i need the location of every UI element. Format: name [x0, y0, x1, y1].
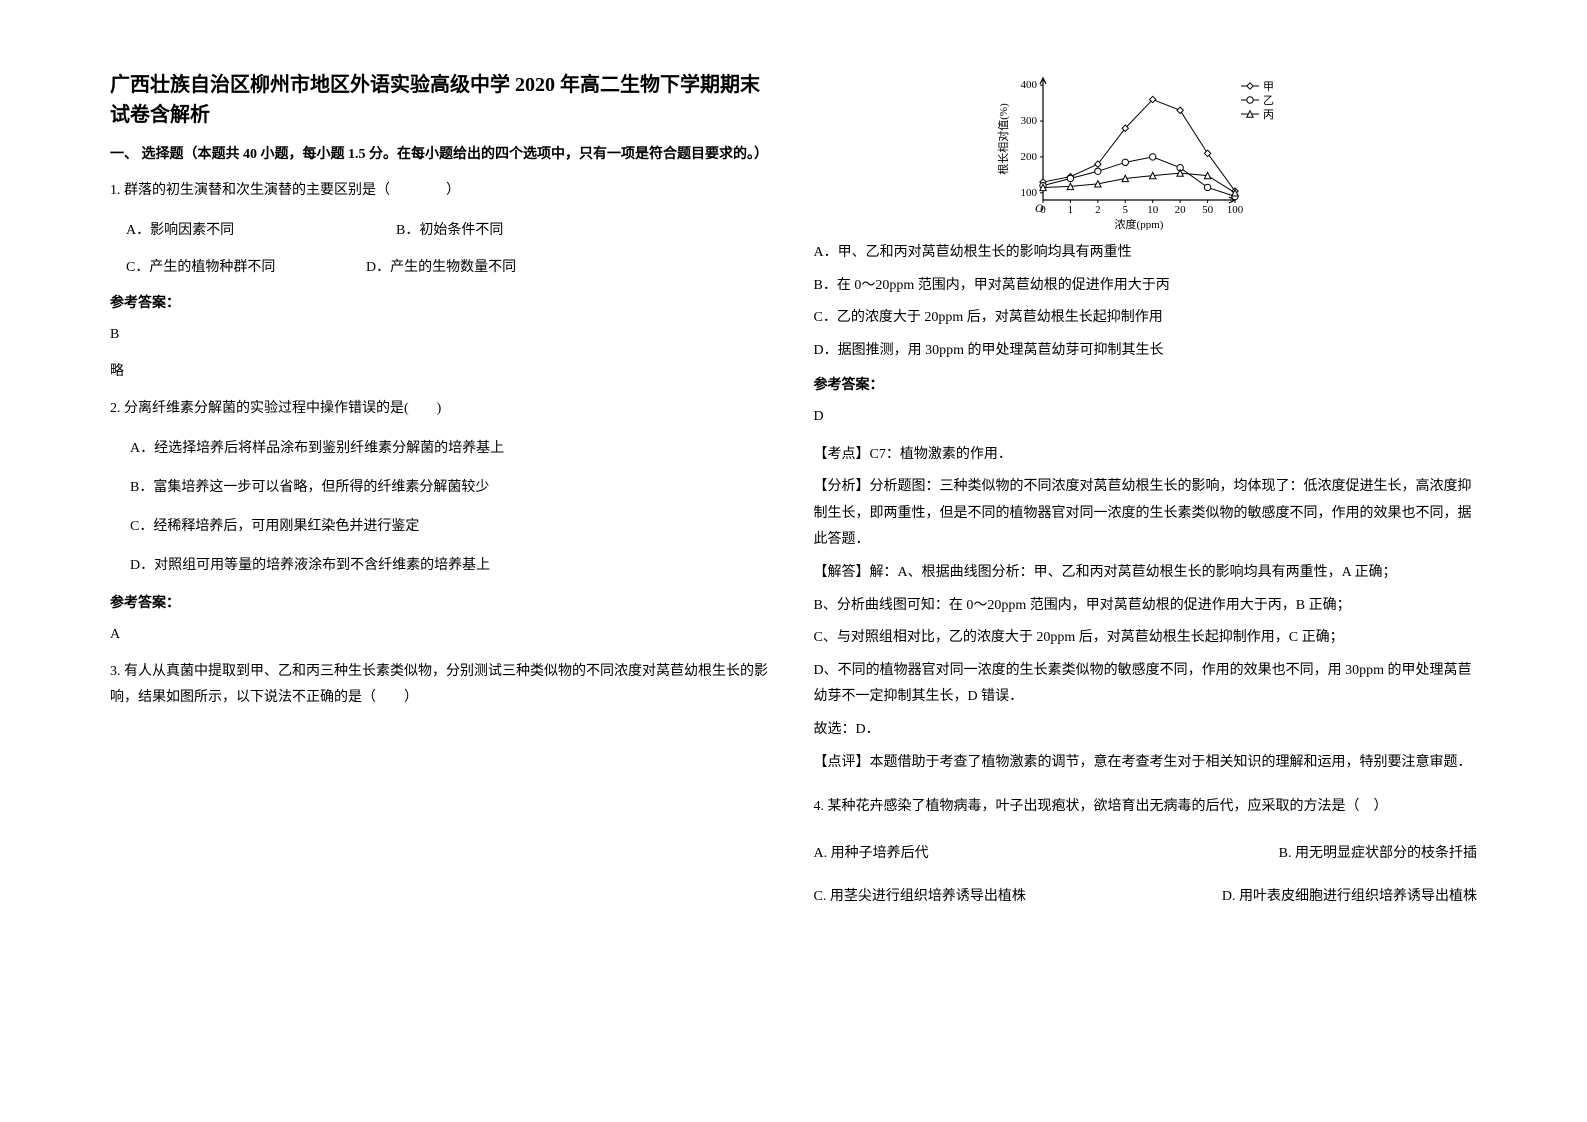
q3-kaodian: 【考点】C7：植物激素的作用．	[814, 442, 1478, 469]
right-column: 1002003004000125102050100根长相对值(%)浓度(ppm)…	[794, 70, 1498, 1092]
q1-option-a: A．影响因素不同	[126, 218, 356, 243]
q3-option-b: B．在 0～20ppm 范围内，甲对莴苣幼根的促进作用大于丙	[814, 273, 1478, 300]
q4-options-row1: A. 用种子培养后代 B. 用无明显症状部分的枝条扦插	[814, 841, 1478, 866]
q1-options-row1: A．影响因素不同 B．初始条件不同	[110, 218, 774, 243]
q2-stem: 2. 分离纤维素分解菌的实验过程中操作错误的是( )	[110, 396, 774, 421]
q2-option-d: D．对照组可用等量的培养液涂布到不含纤维素的培养基上	[110, 553, 774, 578]
svg-text:O: O	[1035, 201, 1044, 215]
q1-options-row2: C．产生的植物种群不同 D．产生的生物数量不同	[110, 255, 774, 280]
svg-text:20: 20	[1175, 204, 1187, 216]
svg-text:丙: 丙	[1263, 109, 1274, 121]
svg-text:乙: 乙	[1263, 94, 1274, 107]
svg-text:根长相对值(%): 根长相对值(%)	[996, 103, 1010, 175]
left-column: 广西壮族自治区柳州市地区外语实验高级中学 2020 年高二生物下学期期末试卷含解…	[90, 70, 794, 1092]
q2-answer-label: 参考答案：	[110, 592, 774, 612]
q3-chart: 1002003004000125102050100根长相对值(%)浓度(ppm)…	[995, 70, 1295, 230]
svg-text:200: 200	[1021, 151, 1038, 163]
svg-text:300: 300	[1021, 115, 1038, 127]
svg-text:100: 100	[1227, 204, 1244, 216]
q3-answer-label: 参考答案：	[814, 374, 1478, 394]
svg-text:400: 400	[1021, 79, 1038, 91]
q4-option-d: D. 用叶表皮细胞进行组织培养诱导出植株	[1222, 884, 1477, 909]
q3-stem: 3. 有人从真菌中提取到甲、乙和丙三种生长素类似物，分别测试三种类似物的不同浓度…	[110, 659, 774, 709]
q2-option-c: C．经稀释培养后，可用刚果红染色并进行鉴定	[110, 514, 774, 539]
section-1-label: 一、 选择题（本题共 40 小题，每小题 1.5 分。在每小题给出的四个选项中，…	[110, 144, 774, 166]
svg-text:50: 50	[1202, 204, 1214, 216]
q3-jieda-d: D、不同的植物器官对同一浓度的生长素类似物的敏感度不同，作用的效果也不同，用 3…	[814, 658, 1478, 711]
q1-answer: B	[110, 322, 774, 347]
q2-answer: A	[110, 622, 774, 647]
q3-answer: D	[814, 404, 1478, 429]
q3-fenxi: 【分析】分析题图：三种类似物的不同浓度对莴苣幼根生长的影响，均体现了：低浓度促进…	[814, 474, 1478, 554]
q2-option-a: A．经选择培养后将样品涂布到鉴别纤维素分解菌的培养基上	[110, 436, 774, 461]
svg-text:2: 2	[1095, 204, 1101, 216]
q3-option-a: A．甲、乙和丙对莴苣幼根生长的影响均具有两重性	[814, 240, 1478, 267]
q3-dianping: 【点评】本题借助于考查了植物激素的调节，意在考查考生对于相关知识的理解和运用，特…	[814, 750, 1478, 777]
q1-option-d: D．产生的生物数量不同	[366, 255, 516, 280]
svg-text:100: 100	[1021, 187, 1038, 199]
q1-option-c: C．产生的植物种群不同	[126, 255, 326, 280]
q3-guxuan: 故选：D．	[814, 717, 1478, 744]
q1-option-b: B．初始条件不同	[396, 218, 503, 243]
svg-text:浓度(ppm): 浓度(ppm)	[1115, 217, 1164, 230]
exam-title: 广西壮族自治区柳州市地区外语实验高级中学 2020 年高二生物下学期期末试卷含解…	[110, 70, 774, 130]
q3-jieda-b: B、分析曲线图可知：在 0～20ppm 范围内，甲对莴苣幼根的促进作用大于丙，B…	[814, 593, 1478, 620]
svg-text:5: 5	[1123, 204, 1129, 216]
q4-stem: 4. 某种花卉感染了植物病毒，叶子出现疱状，欲培育出无病毒的后代，应采取的方法是…	[814, 794, 1478, 819]
svg-text:1: 1	[1068, 204, 1074, 216]
q3-option-d: D．据图推测，用 30ppm 的甲处理莴苣幼芽可抑制其生长	[814, 338, 1478, 365]
q4-option-a: A. 用种子培养后代	[814, 841, 929, 866]
q3-option-c: C．乙的浓度大于 20ppm 后，对莴苣幼根生长起抑制作用	[814, 305, 1478, 332]
q4-options-row2: C. 用茎尖进行组织培养诱导出植株 D. 用叶表皮细胞进行组织培养诱导出植株	[814, 884, 1478, 909]
q2-option-b: B．富集培养这一步可以省略，但所得的纤维素分解菌较少	[110, 475, 774, 500]
q1-answer-label: 参考答案：	[110, 292, 774, 312]
svg-text:10: 10	[1147, 204, 1159, 216]
q3-jieda-c: C、与对照组相对比，乙的浓度大于 20ppm 后，对莴苣幼根生长起抑制作用，C …	[814, 625, 1478, 652]
q3-jieda-a: 【解答】解：A、根据曲线图分析：甲、乙和丙对莴苣幼根生长的影响均具有两重性，A …	[814, 560, 1478, 587]
svg-text:甲: 甲	[1263, 81, 1274, 93]
q1-stem: 1. 群落的初生演替和次生演替的主要区别是（ ）	[110, 178, 774, 203]
q1-note: 略	[110, 359, 774, 384]
q4-option-c: C. 用茎尖进行组织培养诱导出植株	[814, 884, 1026, 909]
q4-option-b: B. 用无明显症状部分的枝条扦插	[1279, 841, 1477, 866]
